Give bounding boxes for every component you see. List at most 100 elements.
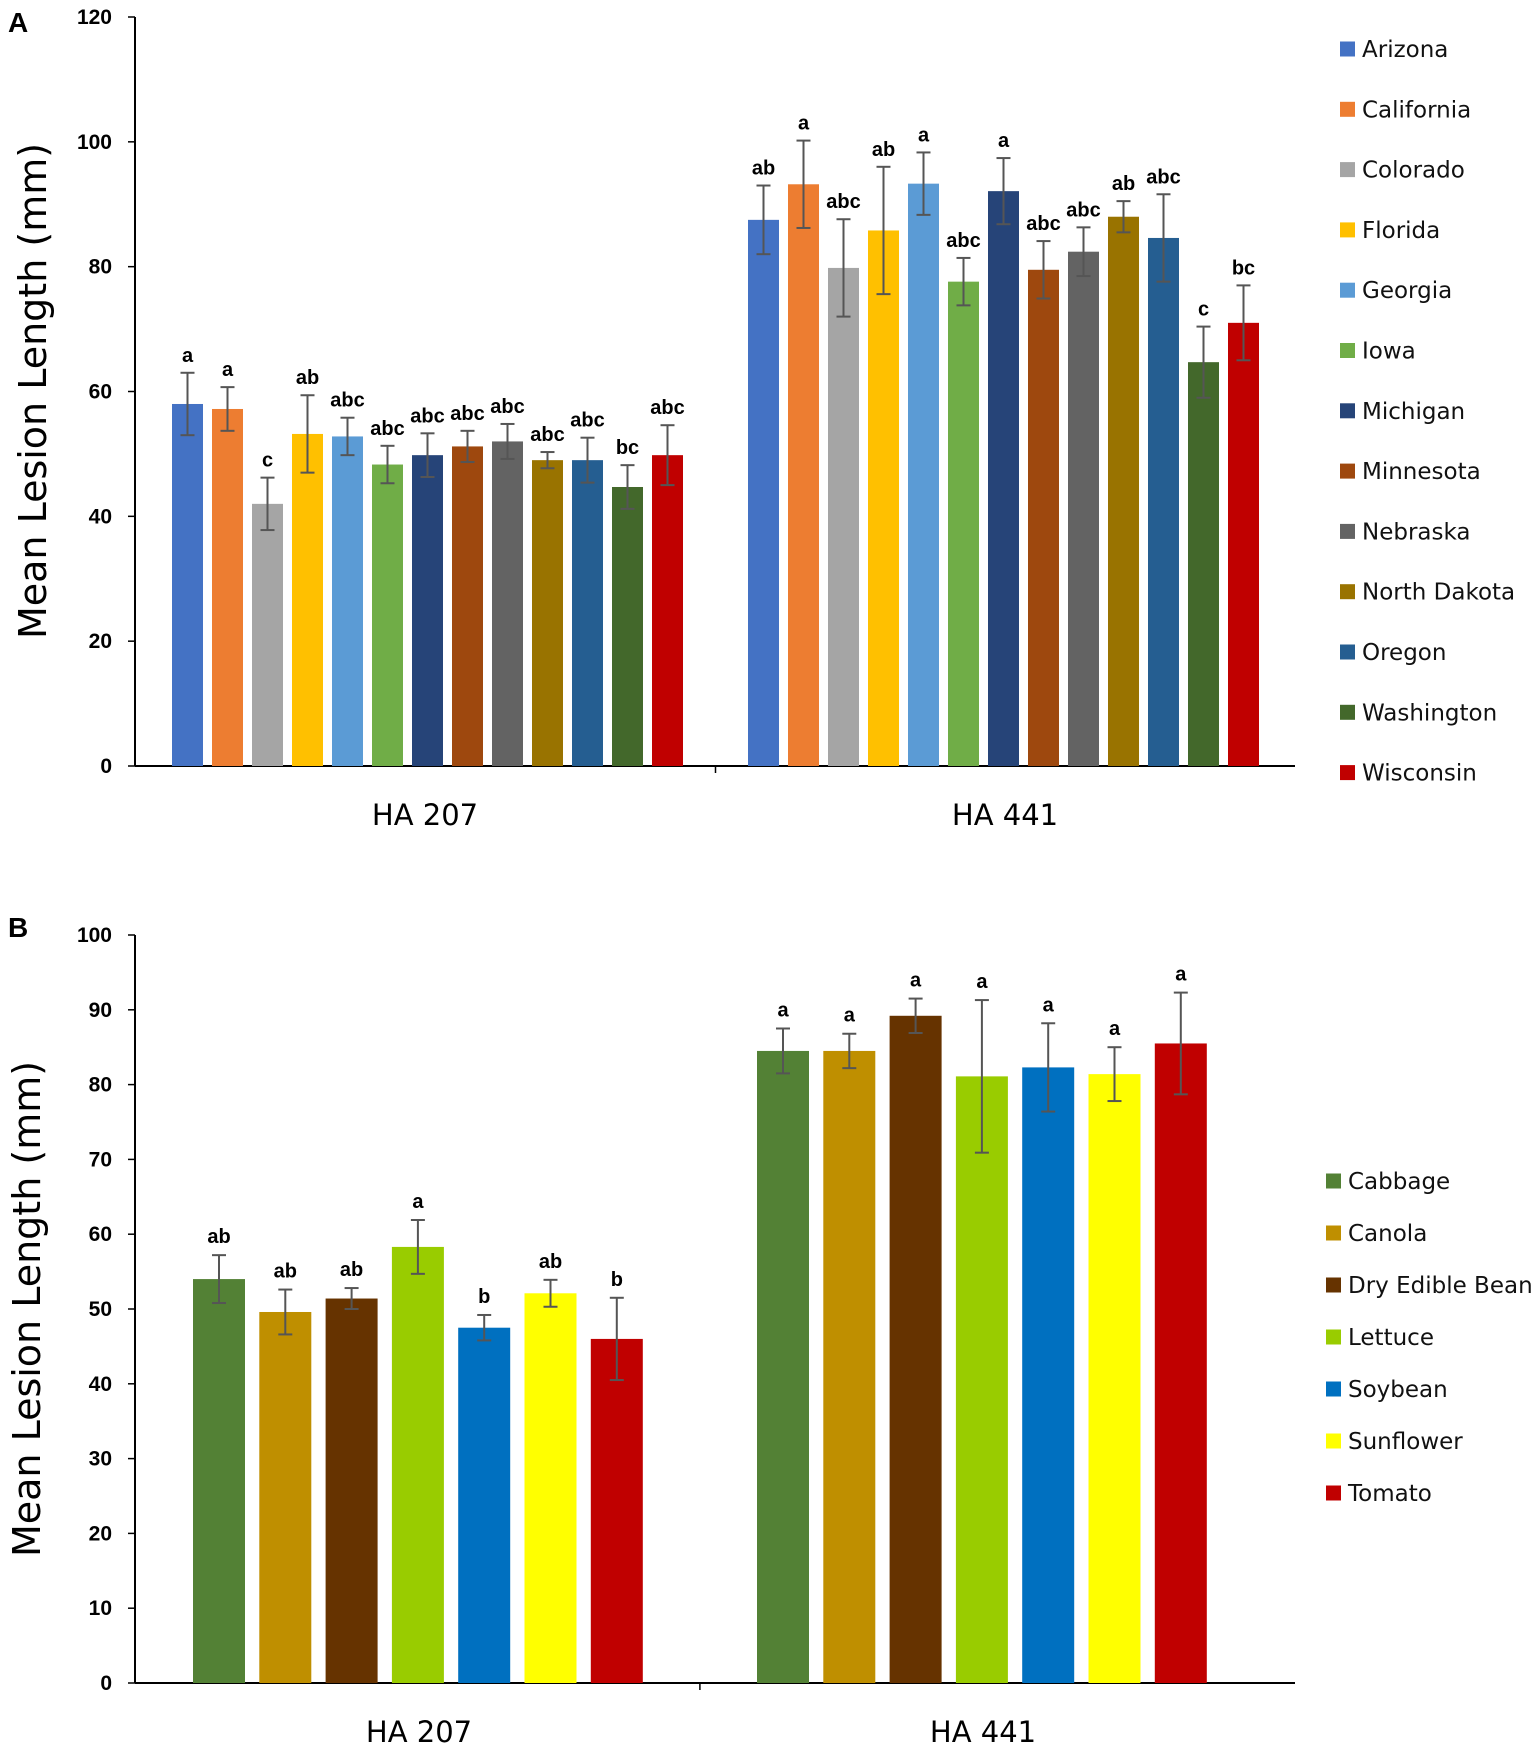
- legend-swatch: [1340, 765, 1355, 781]
- bar: [889, 1015, 942, 1683]
- bar: [332, 436, 363, 766]
- y-tick-label: 30: [89, 1448, 112, 1471]
- bar: [788, 184, 819, 766]
- bar: [391, 1246, 444, 1683]
- bar: [252, 503, 283, 766]
- significance-letter: bc: [616, 437, 639, 459]
- legend-label: Michigan: [1362, 399, 1465, 425]
- bar: [1228, 322, 1259, 766]
- bar: [372, 464, 403, 766]
- significance-letter: ab: [274, 1261, 297, 1283]
- bar: [572, 460, 603, 766]
- legend-swatch: [1340, 101, 1355, 117]
- legend-swatch: [1340, 584, 1355, 600]
- legend-label: California: [1362, 97, 1471, 123]
- legend-swatch: [1340, 41, 1355, 57]
- bar: [652, 455, 683, 766]
- significance-letter: abc: [826, 191, 860, 213]
- significance-letter: ab: [872, 139, 895, 161]
- bar: [868, 230, 899, 767]
- significance-letter: c: [262, 450, 273, 472]
- significance-letter: a: [910, 970, 922, 992]
- bar: [492, 441, 523, 766]
- significance-letter: abc: [490, 396, 524, 418]
- significance-letter: abc: [450, 403, 484, 425]
- legend-swatch: [1340, 343, 1355, 358]
- y-tick-label: 70: [89, 1148, 112, 1171]
- legend-label: North Dakota: [1362, 580, 1515, 606]
- legend-swatch: [1326, 1277, 1341, 1293]
- significance-letter: b: [478, 1286, 490, 1308]
- x-group-label: HA 207: [372, 798, 478, 832]
- y-tick-label: 120: [77, 6, 112, 29]
- legend-swatch: [1326, 1225, 1341, 1241]
- legend-label: Wisconsin: [1362, 761, 1477, 787]
- legend-swatch: [1326, 1433, 1341, 1449]
- y-axis-title: Mean Lesion Length (mm): [11, 143, 55, 639]
- y-tick-label: 90: [89, 999, 112, 1022]
- bar: [452, 446, 483, 766]
- legend-label: Georgia: [1362, 278, 1452, 304]
- bar: [1188, 362, 1219, 766]
- legend-swatch: [1340, 523, 1355, 539]
- bar: [590, 1338, 643, 1683]
- bar: [955, 1076, 1008, 1683]
- significance-letter: a: [1043, 994, 1055, 1016]
- bar: [193, 1279, 245, 1683]
- legend-label: Sunflower: [1348, 1429, 1463, 1455]
- y-tick-label: 40: [89, 1373, 112, 1396]
- legend-label: Dry Edible Bean: [1348, 1273, 1533, 1299]
- significance-letter: bc: [1232, 257, 1255, 279]
- significance-letter: a: [1109, 1018, 1121, 1040]
- legend-label: Arizona: [1362, 37, 1448, 63]
- bar: [412, 455, 443, 766]
- bar: [532, 460, 563, 766]
- y-tick-label: 100: [77, 131, 112, 154]
- bar: [1028, 269, 1059, 766]
- significance-letter: a: [182, 345, 194, 367]
- legend-swatch: [1326, 1485, 1341, 1501]
- significance-letter: abc: [650, 397, 684, 419]
- y-tick-label: 50: [89, 1298, 112, 1321]
- legend-label: Soybean: [1348, 1377, 1448, 1403]
- bar: [828, 267, 859, 766]
- legend-label: Minnesota: [1362, 459, 1481, 485]
- y-tick-label: 0: [100, 1672, 112, 1695]
- panel-label: A: [8, 7, 28, 38]
- bar: [259, 1311, 312, 1683]
- significance-letter: abc: [570, 410, 604, 432]
- bar: [823, 1050, 876, 1683]
- bar: [748, 219, 779, 766]
- significance-letter: a: [844, 1005, 856, 1027]
- legend-label: Florida: [1362, 218, 1440, 244]
- legend-swatch: [1340, 463, 1355, 479]
- bar: [172, 403, 203, 766]
- legend-label: Cabbage: [1348, 1169, 1450, 1195]
- significance-letter: abc: [946, 230, 980, 252]
- legend-swatch: [1326, 1381, 1341, 1397]
- significance-letter: a: [412, 1191, 424, 1213]
- legend-label: Colorado: [1362, 158, 1465, 184]
- panel-label: B: [8, 912, 28, 943]
- significance-letter: a: [918, 124, 930, 146]
- bar: [1108, 216, 1139, 766]
- significance-letter: abc: [330, 390, 364, 412]
- legend-label: Washington: [1362, 700, 1497, 726]
- legend-label: Iowa: [1362, 339, 1416, 365]
- significance-letter: abc: [1146, 166, 1180, 188]
- significance-letter: a: [798, 113, 810, 135]
- significance-letter: abc: [530, 424, 564, 446]
- bar: [1068, 251, 1099, 767]
- significance-letter: a: [998, 130, 1010, 152]
- legend-swatch: [1340, 282, 1355, 298]
- legend-swatch: [1340, 704, 1355, 720]
- bar: [1148, 237, 1179, 766]
- y-tick-label: 10: [89, 1597, 112, 1620]
- bar: [757, 1050, 809, 1683]
- significance-letter: ab: [752, 158, 775, 180]
- y-tick-label: 100: [77, 924, 112, 947]
- bar: [1022, 1067, 1075, 1683]
- legend-swatch: [1340, 403, 1355, 419]
- bar: [458, 1327, 511, 1683]
- significance-letter: abc: [1066, 199, 1100, 221]
